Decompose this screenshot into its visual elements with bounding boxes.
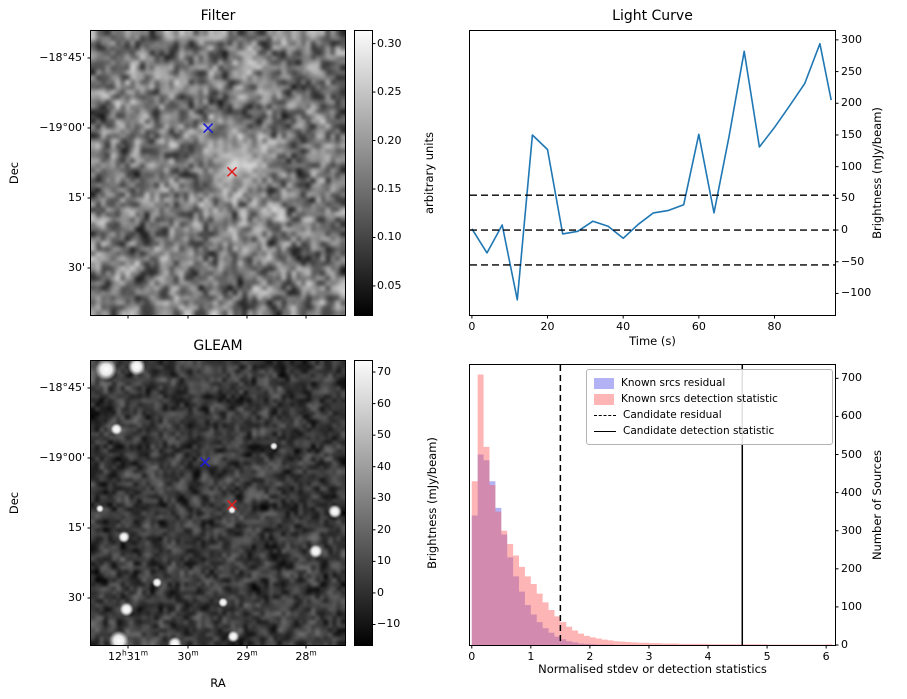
- hist-ytick-label: 500: [841, 447, 862, 461]
- lc-ytick-label: −100: [841, 286, 872, 300]
- gleam-title: GLEAM: [193, 338, 243, 354]
- gleam-cbar-tick-label: 40: [377, 459, 391, 473]
- lc-xtick-label: 80: [767, 320, 782, 333]
- gleam-dec-tick-label: 15': [67, 520, 85, 534]
- legend-item-candidate-residual: Candidate residual: [594, 407, 825, 423]
- filter-frame: [90, 30, 346, 316]
- gleam-colorbar-label: Brightness (mJy/beam): [425, 437, 439, 569]
- lc-ytick-label: 0: [841, 223, 848, 237]
- filter-dec-tick-label: −18°45': [39, 50, 85, 64]
- gleam-frame: [90, 360, 346, 646]
- gleam-dec-tick-label: −18°45': [39, 380, 85, 394]
- hist-xtick-label: 1: [527, 650, 535, 663]
- hist-ytick-label: 200: [841, 561, 862, 575]
- filter-colorbar-label: arbitrary units: [422, 131, 436, 215]
- gleam-cbar-tick-label: 30: [377, 491, 391, 505]
- hist-xtick-label: 4: [704, 650, 712, 663]
- hist-xtick-label: 5: [763, 650, 771, 663]
- filter-dec-tick-label: −19°00': [39, 120, 85, 134]
- filter-cbar-tick-label: 0.05: [377, 278, 402, 292]
- legend-label: Candidate detection statistic: [623, 425, 775, 437]
- filter-dec-tick-label: 15': [67, 190, 85, 204]
- gleam-cbar-tick-label: 70: [377, 365, 391, 379]
- lc-xtick-label: 20: [540, 320, 555, 333]
- hist-ytick-label: 600: [841, 409, 862, 423]
- legend-pink-patch-icon: [594, 393, 614, 405]
- filter-cbar-tick-label: 0.20: [377, 133, 402, 147]
- gleam-colorbar-frame: [354, 360, 373, 646]
- hist-xtick-label: 6: [822, 650, 830, 663]
- legend-label: Known srcs residual: [621, 377, 726, 389]
- histogram-x-axis-label: Normalised stdev or detection statistics: [538, 662, 767, 676]
- lc-ytick-label: 50: [841, 191, 855, 205]
- gleam-cbar-tick-label: −10: [377, 617, 401, 631]
- legend-label: Candidate residual: [623, 409, 722, 421]
- histogram-series-1: [471, 374, 833, 645]
- histogram-series-0: [471, 454, 614, 645]
- filter-cbar-tick-label: 0.15: [377, 181, 402, 195]
- filter-colorbar-frame: [354, 30, 373, 316]
- filter-red-cross-marker: [226, 166, 238, 177]
- legend-blue-patch-icon: [594, 377, 614, 389]
- legend-label: Known srcs detection statistic: [621, 393, 778, 405]
- gleam-dec-tick-label: −19°00': [39, 450, 85, 464]
- hist-xtick-label: 3: [645, 650, 653, 663]
- gleam-ra-tick-label: 30m: [177, 648, 199, 663]
- gleam-ra-tick-label: 29m: [236, 648, 258, 663]
- gleam-cbar-tick-label: 10: [377, 554, 391, 568]
- lc-ytick-label: 150: [841, 127, 862, 141]
- hist-ytick-label: 700: [841, 371, 862, 385]
- gleam-cbar-tick-label: 0: [377, 585, 384, 599]
- hist-ytick-label: 400: [841, 485, 862, 499]
- lc-ytick-label: 300: [841, 32, 862, 46]
- legend-item-candidate-detection: Candidate detection statistic: [594, 423, 825, 439]
- legend-solid-line-icon: [594, 430, 616, 432]
- light-curve-frame: [469, 30, 836, 316]
- lc-xtick-label: 60: [691, 320, 706, 333]
- filter-cbar-tick-label: 0.30: [377, 36, 402, 50]
- light-curve-x-axis-label: Time (s): [629, 334, 676, 348]
- hist-xtick-label: 2: [586, 650, 594, 663]
- legend-item-known-srcs-residual: Known srcs residual: [594, 375, 825, 391]
- filter-image: [91, 31, 345, 315]
- gleam-colorbar: [355, 361, 372, 645]
- lc-ytick-label: 250: [841, 64, 862, 78]
- hist-xtick-label: 0: [468, 650, 476, 663]
- gleam-x-axis-label: RA: [210, 676, 226, 690]
- gleam-dec-tick-label: 30': [67, 590, 85, 604]
- histogram-legend: Known srcs residual Known srcs detection…: [586, 369, 833, 445]
- gleam-ra-tick-label: 12h31m: [107, 648, 149, 663]
- lc-ytick-label: 200: [841, 96, 862, 110]
- light-curve-line: [471, 42, 832, 301]
- legend-dashed-line-icon: [594, 414, 616, 416]
- hist-ytick-label: 0: [841, 638, 848, 651]
- lc-ytick-label: 100: [841, 159, 862, 173]
- gleam-ra-tick-label: 28m: [295, 648, 317, 663]
- lc-xtick-label: 40: [616, 320, 631, 333]
- gleam-cbar-tick-label: 60: [377, 396, 391, 410]
- gleam-cbar-tick-label: 20: [377, 522, 391, 536]
- hist-ytick-label: 100: [841, 599, 862, 613]
- filter-dec-tick-label: 30': [67, 260, 85, 274]
- filter-cbar-tick-label: 0.25: [377, 85, 402, 99]
- lc-xtick-label: 0: [468, 320, 476, 333]
- filter-cbar-tick-label: 0.10: [377, 230, 402, 244]
- filter-title: Filter: [200, 8, 236, 24]
- filter-colorbar: [355, 31, 372, 315]
- gleam-red-cross-marker: [226, 499, 238, 511]
- gleam-image: [91, 361, 345, 645]
- filter-blue-cross-marker: [203, 123, 214, 134]
- gleam-cbar-tick-label: 50: [377, 428, 391, 442]
- histogram-frame: [469, 364, 836, 646]
- hist-ytick-label: 300: [841, 523, 862, 537]
- lc-ytick-label: −50: [841, 254, 865, 268]
- light-curve-title: Light Curve: [612, 8, 693, 24]
- legend-item-known-srcs-detection: Known srcs detection statistic: [594, 391, 825, 407]
- gleam-blue-cross-marker: [199, 457, 211, 468]
